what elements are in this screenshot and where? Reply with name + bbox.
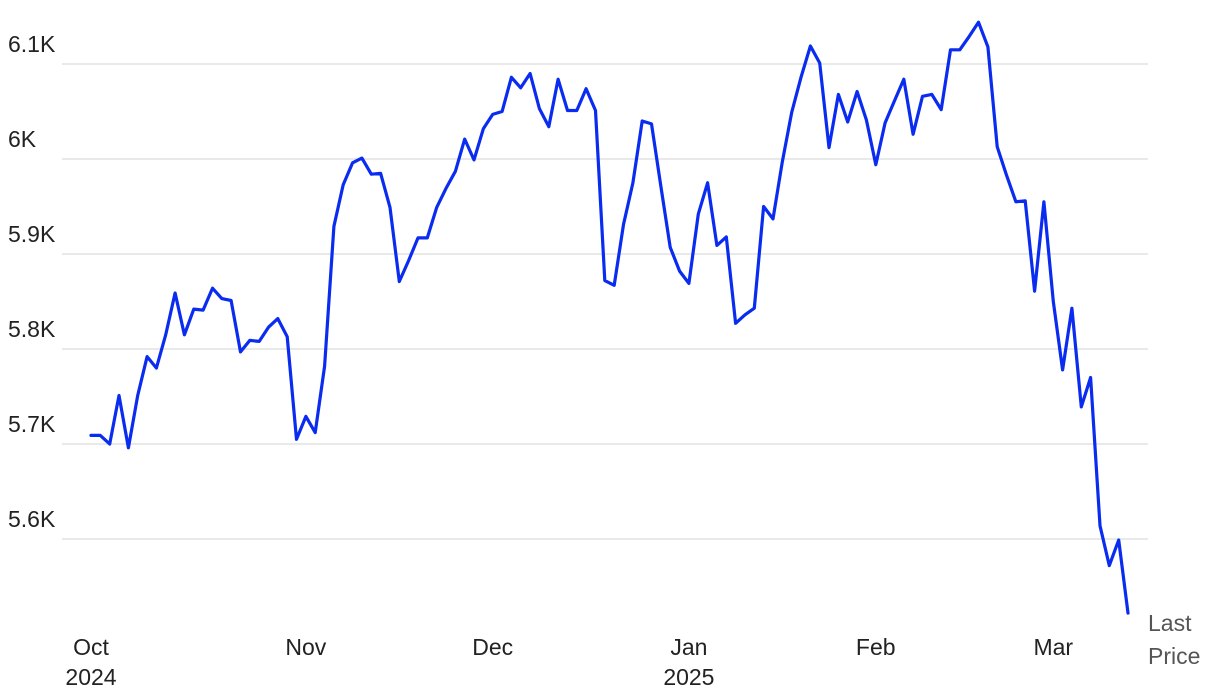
x-tick-label: Feb <box>855 634 896 660</box>
x-tick-label: Dec <box>472 634 514 660</box>
x-tick-label: Nov <box>285 634 327 660</box>
x-tick-label: Oct 2024 <box>65 634 117 690</box>
y-tick-label: 6.1K <box>8 31 56 57</box>
y-tick-label: 5.6K <box>8 506 56 532</box>
y-tick-label: 5.8K <box>8 316 56 342</box>
annotation: Last Price <box>1148 610 1201 669</box>
x-tick-label: Mar <box>1033 634 1074 660</box>
y-tick-label: 5.9K <box>8 221 56 247</box>
line <box>89 20 1130 615</box>
x-tick-label: Jan 2025 <box>663 634 715 690</box>
y-tick-label: 6K <box>8 126 37 152</box>
y-tick-label: 5.7K <box>8 411 56 437</box>
